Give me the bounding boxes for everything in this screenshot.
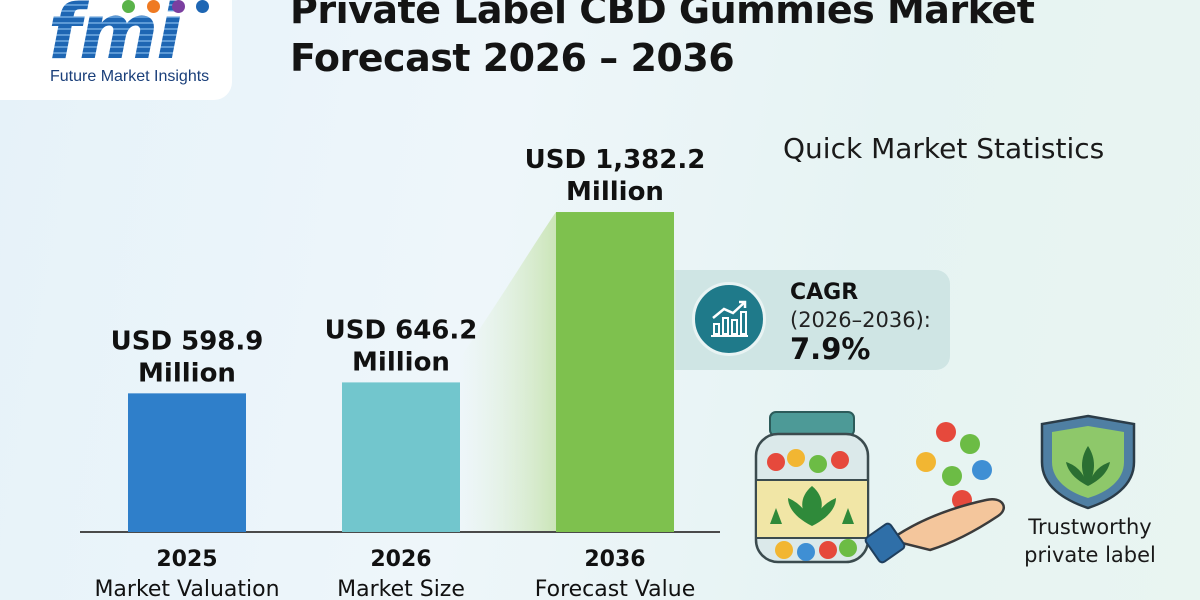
quick-stats-heading: Quick Market Statistics <box>783 132 1105 165</box>
bar-2036 <box>556 212 674 533</box>
shield-leaf-icon <box>1040 414 1136 510</box>
gummy-jar-icon <box>754 411 870 564</box>
value-label-2026: USD 646.2 <box>325 315 478 345</box>
page-title-line-1: Private Label CBD Gummies Market <box>290 0 1035 32</box>
value-label-2036: USD 1,382.2 <box>525 145 706 175</box>
logo-dot-purple <box>172 0 185 13</box>
value-unit-2026: Million <box>352 347 450 377</box>
page-title-line-2: Forecast 2026 – 2036 <box>290 36 735 80</box>
cagr-value: 7.9% <box>790 332 871 366</box>
tick-label-2036: 2036 <box>584 547 645 572</box>
trust-caption: Trustworthy private label <box>1016 513 1164 569</box>
value-label-2025: USD 598.9 <box>111 326 264 356</box>
trust-line-1: Trustworthy <box>1028 515 1152 539</box>
cagr-label: CAGR <box>790 280 859 305</box>
growth-ribbon <box>460 212 556 532</box>
logo-dot-green <box>122 0 135 13</box>
hand-gummies-icon <box>864 422 1005 564</box>
tick-label-2026: 2026 <box>370 547 431 572</box>
growth-chart-icon <box>692 282 766 356</box>
bar-2025 <box>128 393 246 532</box>
trust-line-2: private label <box>1024 543 1156 567</box>
page-title: Private Label CBD Gummies Market Forecas… <box>290 0 1035 82</box>
logo: fmi Future Market Insights <box>0 0 232 100</box>
logo-dot-blue <box>196 0 209 13</box>
logo-tagline: Future Market Insights <box>50 68 210 85</box>
illustrations <box>754 411 1136 564</box>
cagr-panel: CAGR (2026–2036): 7.9% <box>676 270 950 370</box>
bar-2026 <box>342 382 460 532</box>
category-label-2036: Forecast Value <box>535 577 696 600</box>
category-label-2025: Market Valuation <box>94 577 279 600</box>
value-unit-2036: Million <box>566 177 664 207</box>
category-label-2026: Market Size <box>337 577 465 600</box>
cagr-period: (2026–2036): <box>790 308 931 332</box>
tick-label-2025: 2025 <box>156 547 217 572</box>
logo-dot-orange <box>147 0 160 13</box>
logo-mark: fmi <box>48 0 182 70</box>
value-unit-2025: Million <box>138 358 236 388</box>
